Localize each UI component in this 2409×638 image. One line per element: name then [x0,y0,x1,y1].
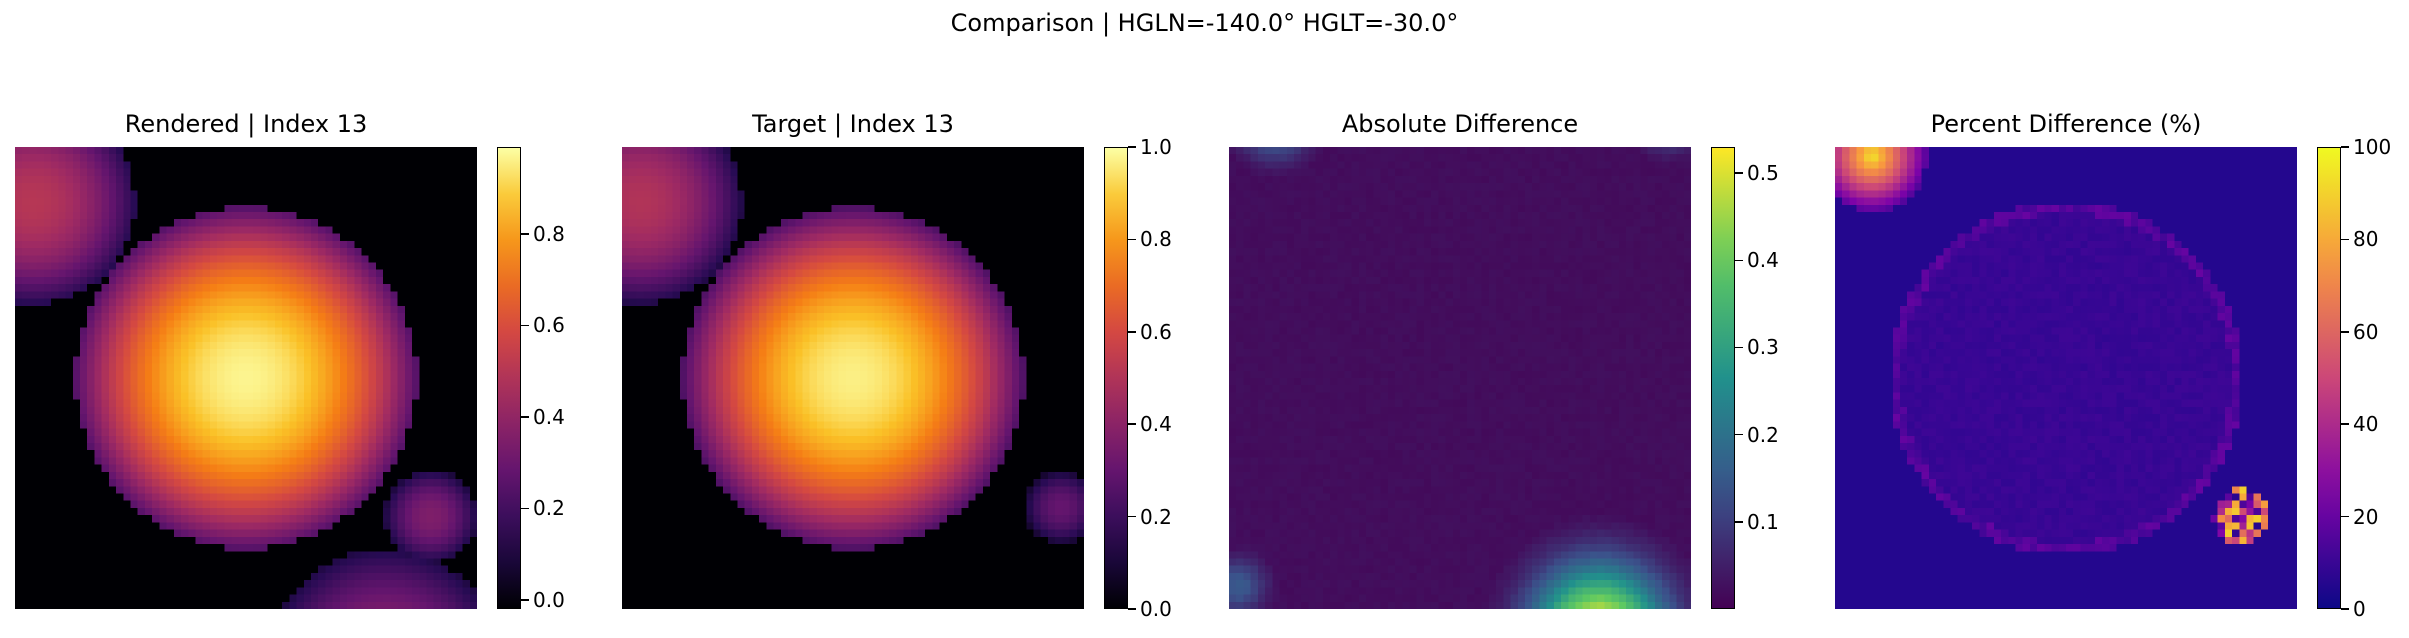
colorbar-tick [521,599,529,601]
colorbar-tick [2341,516,2349,518]
colorbar-tick-label: 0.3 [1747,337,1779,357]
colorbar-tick [2341,331,2349,333]
colorbar-tick-label: 20 [2353,507,2378,527]
panel-title-1: Rendered | Index 13 [15,110,477,138]
colorbar-tick-label: 0.6 [533,315,565,335]
colorbar-tick-label: 0.2 [1747,425,1779,445]
colorbar-tick-label: 0.2 [533,498,565,518]
colorbar-tick [2341,239,2349,241]
panel-title-3: Absolute Difference [1229,110,1691,138]
colorbar-tick-label: 100 [2353,137,2391,157]
colorbar-tick [1735,521,1743,523]
panel-title-2: Target | Index 13 [622,110,1084,138]
colorbar-tick-label: 0 [2353,599,2366,619]
colorbar-tick-label: 0.4 [1747,250,1779,270]
colorbar-tick [521,325,529,327]
colorbar-tick-label: 0.4 [1140,414,1172,434]
colorbar-tick [2341,146,2349,148]
figure-suptitle: Comparison | HGLN=-140.0° HGLT=-30.0° [0,9,2409,37]
colorbar-tick [2341,423,2349,425]
colorbar-tick-label: 0.0 [533,590,565,610]
colorbar-tick-label: 0.8 [1140,229,1172,249]
colorbar-tick [1735,172,1743,174]
colorbar-tick [1735,260,1743,262]
heatmap-2 [622,147,1084,609]
colorbar-2 [1104,147,1128,609]
colorbar-tick [1128,516,1136,518]
colorbar-tick [1128,331,1136,333]
heatmap-3 [1229,147,1691,609]
colorbar-tick [521,508,529,510]
colorbar-tick [521,416,529,418]
colorbar-tick-label: 1.0 [1140,137,1172,157]
colorbar-tick [1128,608,1136,610]
colorbar-tick-label: 0.2 [1140,507,1172,527]
colorbar-tick-label: 0.5 [1747,163,1779,183]
colorbar-tick [1128,423,1136,425]
heatmap-4 [1835,147,2297,609]
panel-title-4: Percent Difference (%) [1835,110,2297,138]
colorbar-1 [497,147,521,609]
colorbar-tick-label: 0.6 [1140,322,1172,342]
colorbar-tick [2341,608,2349,610]
colorbar-tick [1735,434,1743,436]
colorbar-tick-label: 80 [2353,229,2378,249]
heatmap-1 [15,147,477,609]
colorbar-tick-label: 0.4 [533,407,565,427]
colorbar-tick [521,233,529,235]
colorbar-tick-label: 60 [2353,322,2378,342]
colorbar-3 [1711,147,1735,609]
colorbar-tick-label: 0.8 [533,224,565,244]
colorbar-tick-label: 0.0 [1140,599,1172,619]
colorbar-tick-label: 40 [2353,414,2378,434]
colorbar-tick-label: 0.1 [1747,512,1779,532]
colorbar-4 [2317,147,2341,609]
colorbar-tick [1128,146,1136,148]
colorbar-tick [1735,347,1743,349]
colorbar-tick [1128,239,1136,241]
